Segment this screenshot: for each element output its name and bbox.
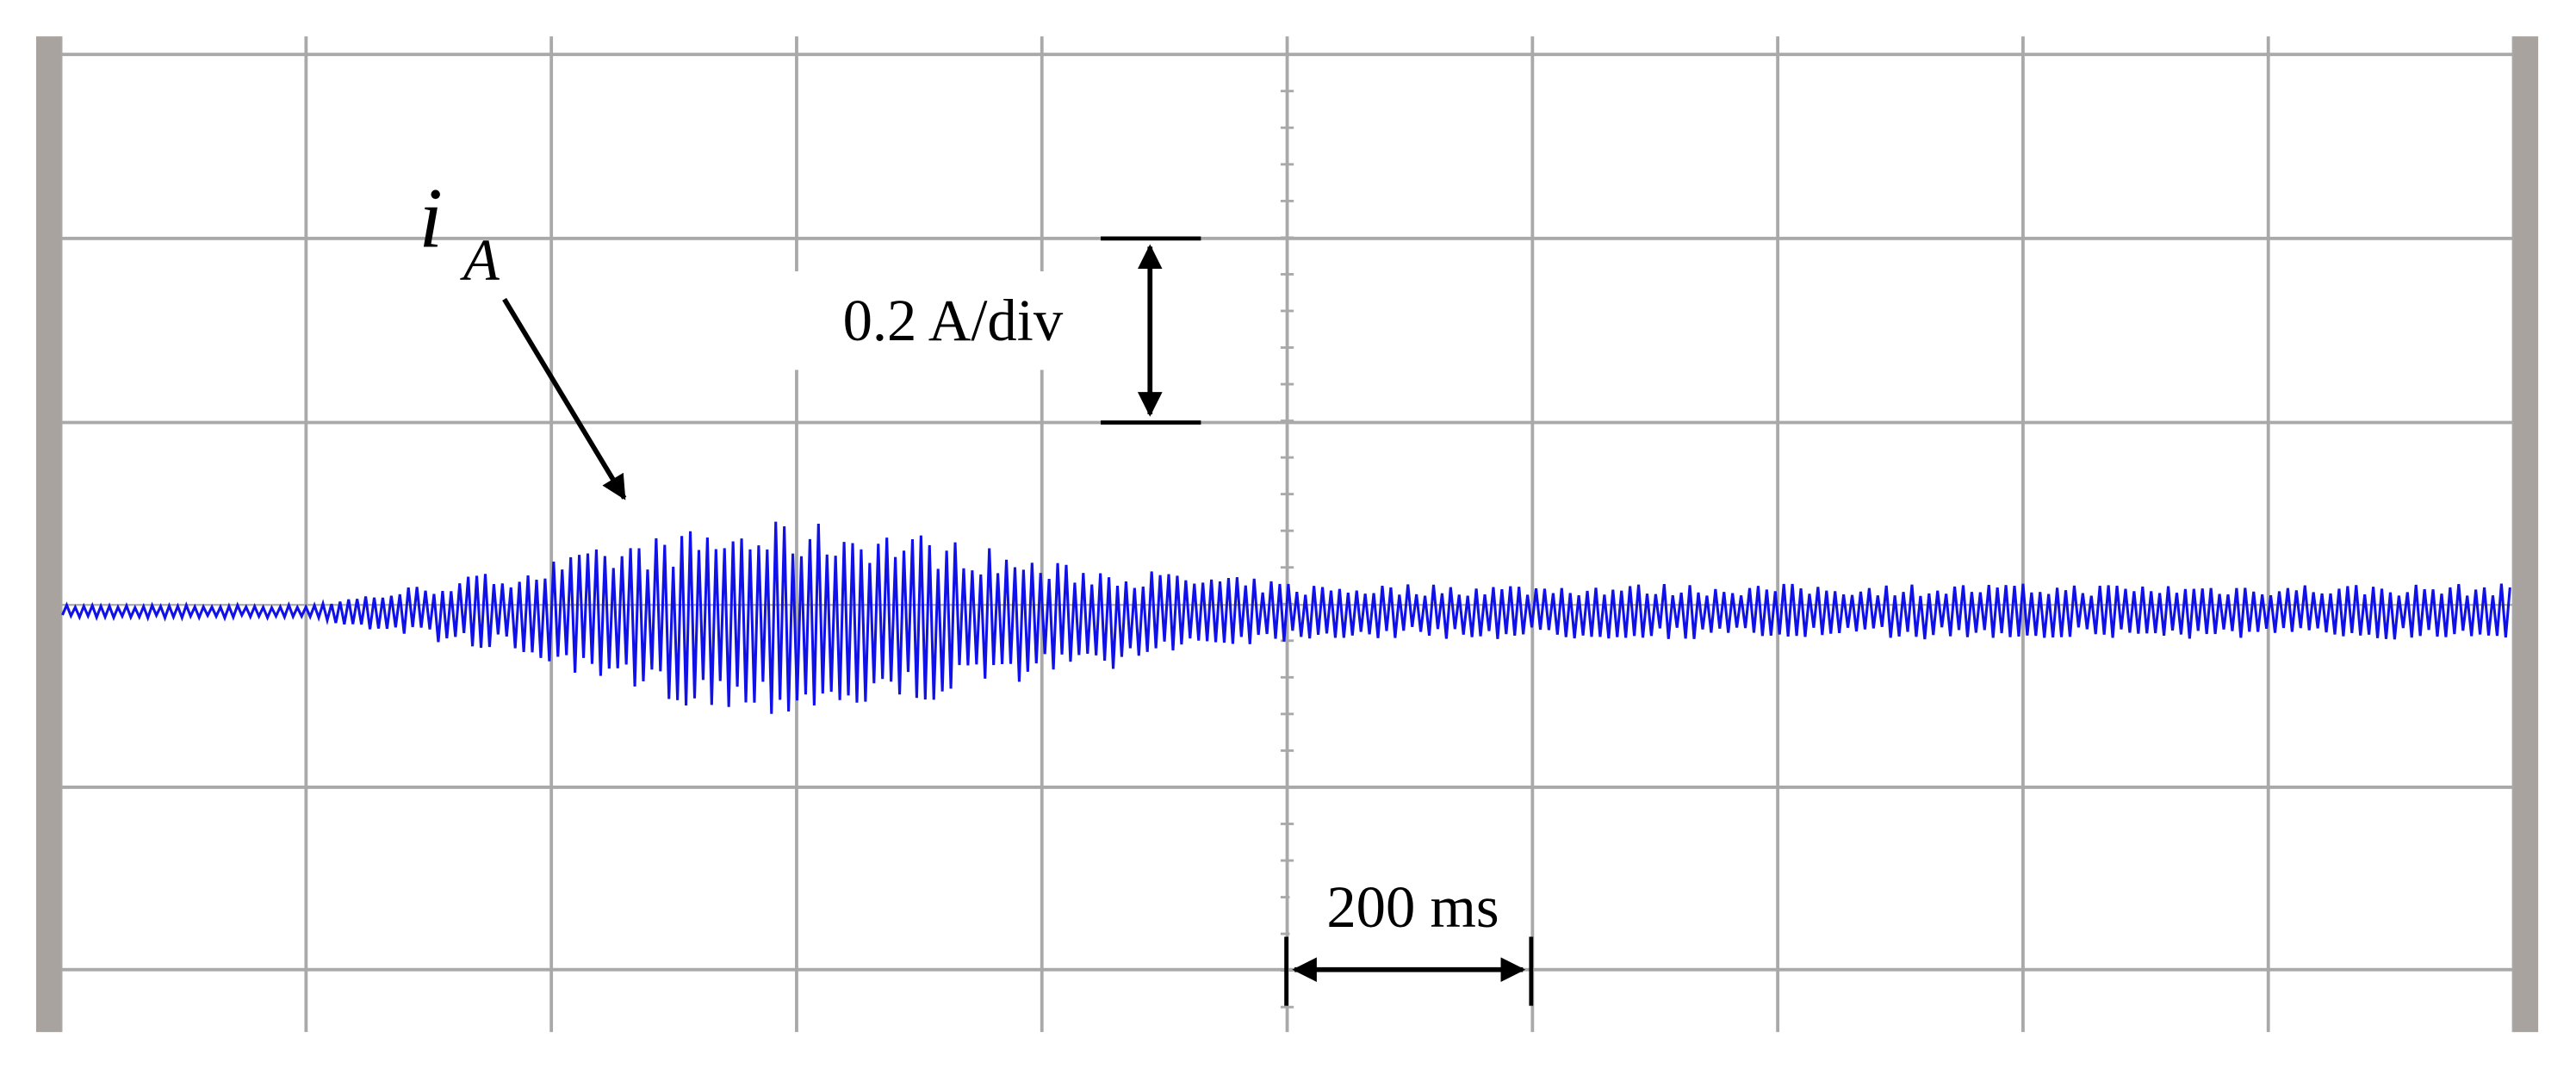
label-background <box>1289 867 1528 941</box>
trace-subscript: A <box>460 227 500 293</box>
current-trace <box>61 521 2511 714</box>
trace-symbol: i <box>419 171 443 265</box>
vertical-scale-label: 0.2 A/div <box>843 288 1064 353</box>
label-background <box>785 270 1098 370</box>
left-border <box>35 36 61 1033</box>
label-arrow <box>502 297 627 500</box>
horizontal-scale-label: 200 ms <box>1326 874 1499 940</box>
right-border <box>2513 36 2539 1033</box>
